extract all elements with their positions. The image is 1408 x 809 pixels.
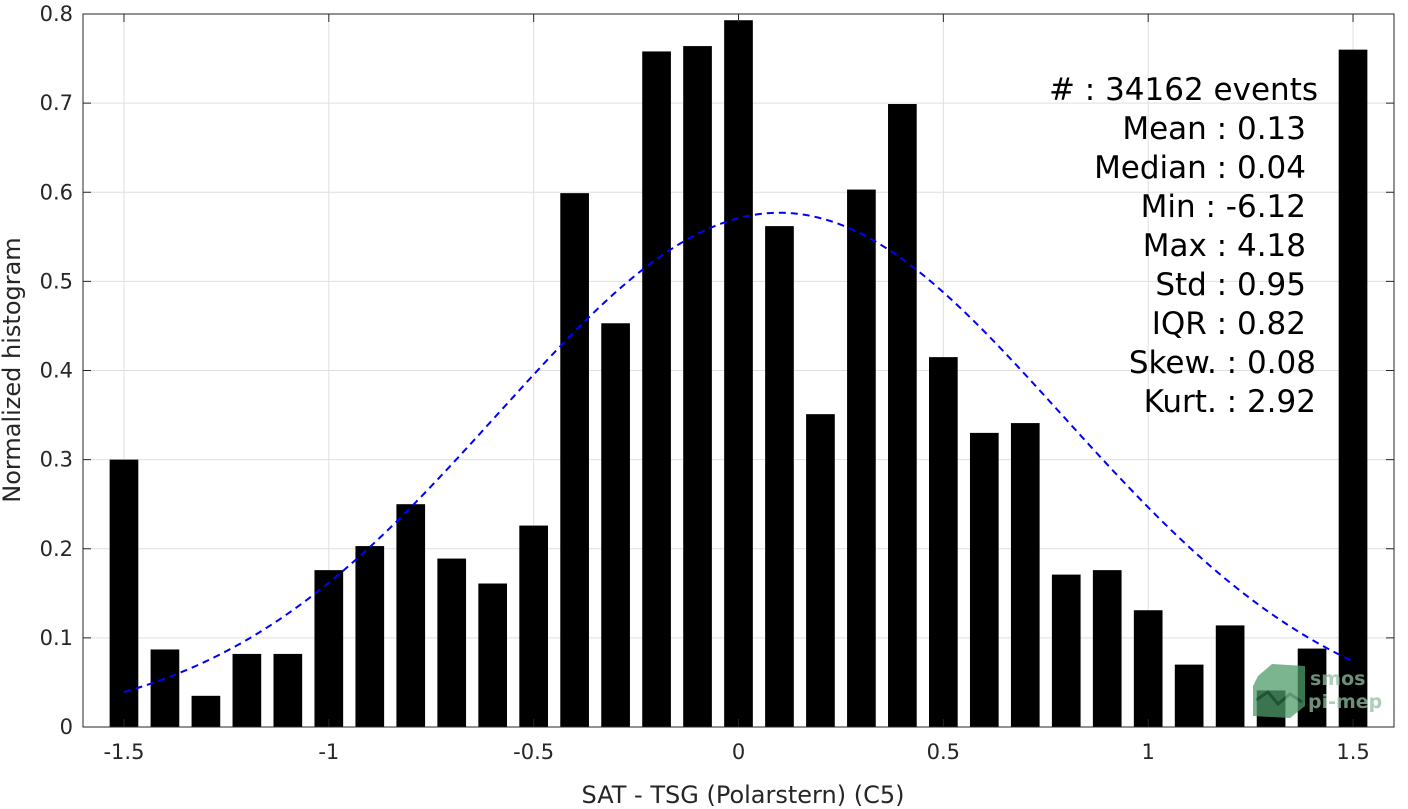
y-tick-label: 0.6: [40, 180, 73, 204]
histogram-bar: [1133, 610, 1163, 727]
histogram-bar: [273, 653, 303, 727]
stat-mean: Mean : 0.13: [1122, 111, 1306, 147]
x-tick-label: -1: [318, 740, 339, 764]
histogram-bar: [478, 583, 508, 727]
stat-kurt: Kurt. : 2.92: [1144, 384, 1316, 420]
histogram-bar: [1174, 664, 1204, 727]
stat-max: Max : 4.18: [1143, 228, 1306, 264]
x-tick-label: 0.5: [927, 740, 960, 764]
axis-ticks: 0 0.1 0.2 0.3 0.4 0.5 0.6 0.7 0.8 -1.5 -1 -0.5 0 0.5 1…: [40, 2, 1394, 764]
histogram-bar: [519, 525, 548, 727]
histogram-bar: [601, 323, 630, 727]
histogram-bar: [1051, 574, 1081, 727]
histogram-bar: [560, 193, 589, 728]
y-tick-label: 0.7: [40, 91, 73, 115]
bars: [109, 20, 1368, 728]
x-tick-label: -0.5: [513, 740, 554, 764]
histogram-bar: [1010, 423, 1040, 727]
stat-iqr: IQR : 0.82: [1152, 306, 1306, 342]
histogram-bar: [847, 189, 876, 728]
histogram-bar: [765, 226, 794, 727]
histogram-bar: [150, 649, 180, 727]
histogram-bar: [191, 695, 221, 727]
x-tick-label: 1: [1142, 740, 1155, 764]
histogram-bar: [232, 653, 262, 727]
histogram-bar: [1092, 570, 1122, 727]
histogram-bar: [642, 51, 671, 728]
histogram-bar: [396, 504, 426, 727]
y-tick-label: 0.4: [40, 359, 73, 383]
histogram-bar: [724, 20, 753, 727]
histogram-bar: [806, 414, 835, 727]
stat-median: Median : 0.04: [1094, 150, 1306, 186]
histogram-bar: [109, 459, 139, 727]
histogram-bar: [969, 432, 999, 727]
logo-text-line1: smos: [1310, 668, 1365, 690]
x-tick-label: 0: [732, 740, 745, 764]
stat-events: # : 34162 events: [1049, 72, 1318, 108]
histogram-bar: [1215, 625, 1245, 727]
stat-min: Min : -6.12: [1141, 189, 1306, 225]
statistics-box: # : 34162 events Mean : 0.13 Median : 0.…: [1049, 72, 1318, 420]
stat-std: Std : 0.95: [1155, 267, 1306, 303]
gaussian-fit-curve: [123, 211, 1354, 693]
stat-skew: Skew. : 0.08: [1129, 345, 1316, 381]
y-tick-label: 0.8: [40, 2, 73, 26]
y-tick-label: 0.2: [40, 537, 73, 561]
y-tick-label: 0.1: [40, 626, 73, 650]
histogram-bar: [314, 570, 344, 727]
histogram-bar: [888, 104, 917, 728]
histogram-bar: [683, 46, 712, 727]
y-tick-label: 0.5: [40, 269, 73, 293]
x-tick-label: 1.5: [1336, 740, 1369, 764]
y-axis-label: Normalized histogram: [0, 237, 26, 502]
histogram-bar: [437, 558, 467, 727]
logo-text-line2: pi-mep: [1308, 691, 1382, 713]
smos-pi-mep-logo: smos pi-mep: [1253, 664, 1382, 718]
x-axis-label: SAT - TSG (Polarstern) (C5): [582, 781, 905, 809]
histogram-bar: [355, 546, 385, 727]
histogram-bar: [929, 357, 958, 727]
histogram-bar: [1338, 49, 1368, 727]
y-tick-label: 0.3: [40, 448, 73, 472]
y-tick-label: 0: [60, 715, 73, 739]
x-tick-label: -1.5: [103, 740, 144, 764]
